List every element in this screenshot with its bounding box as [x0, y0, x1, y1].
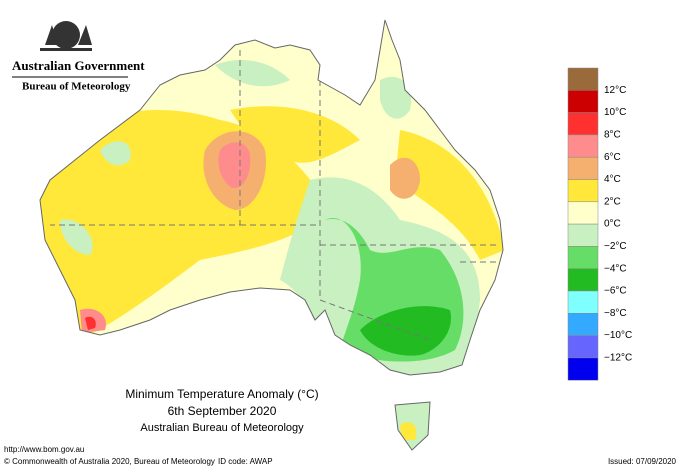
map-source: Australian Bureau of Meteorology [140, 422, 304, 434]
agency: Australian Government [12, 58, 145, 73]
legend-swatch [567, 223, 599, 247]
legend-label: −2°C [604, 241, 627, 252]
legend-label: −8°C [604, 308, 627, 319]
legend-swatch [567, 156, 599, 180]
map-date: 6th September 2020 [168, 404, 277, 418]
bureau: Bureau of Meteorology [22, 81, 131, 93]
legend-swatch [567, 201, 599, 225]
crest [40, 21, 92, 51]
legend-swatch [567, 179, 599, 203]
legend-label: 10°C [604, 107, 626, 118]
legend-label: 0°C [604, 219, 621, 230]
legend-label: 8°C [604, 130, 621, 141]
legend-label: −6°C [604, 286, 627, 297]
legend-swatch [567, 335, 599, 359]
legend-label: 12°C [604, 85, 626, 96]
legend-swatch [567, 313, 599, 336]
legend-label: 4°C [604, 174, 621, 185]
legend-swatch [567, 112, 599, 136]
legend-swatch [567, 67, 599, 91]
map-title: Minimum Temperature Anomaly (°C) [125, 387, 318, 401]
legend-swatch [567, 357, 599, 381]
legend-label: −4°C [604, 263, 627, 274]
legend-swatch [567, 134, 599, 158]
legend-label: 6°C [604, 152, 621, 163]
legend-label: −10°C [604, 330, 632, 341]
legend-swatch [567, 290, 599, 314]
legend-swatch [567, 90, 599, 113]
footer-id: ID code: AWAP [218, 457, 273, 466]
legend-label: 2°C [604, 196, 621, 207]
footer-copyright: © Commonwealth of Australia 2020, Bureau… [4, 457, 215, 466]
footer-issued: Issued: 07/09/2020 [608, 457, 677, 466]
footer-url: http://www.bom.gov.au [4, 445, 84, 454]
legend-label: −12°C [604, 353, 632, 364]
legend: 12°C 10°C 8°C 6°C 4°C 2°C 0°C −2°C −4°C −6°C −8°C −… [567, 67, 632, 381]
legend-swatch [567, 268, 599, 292]
legend-swatch [567, 246, 599, 269]
